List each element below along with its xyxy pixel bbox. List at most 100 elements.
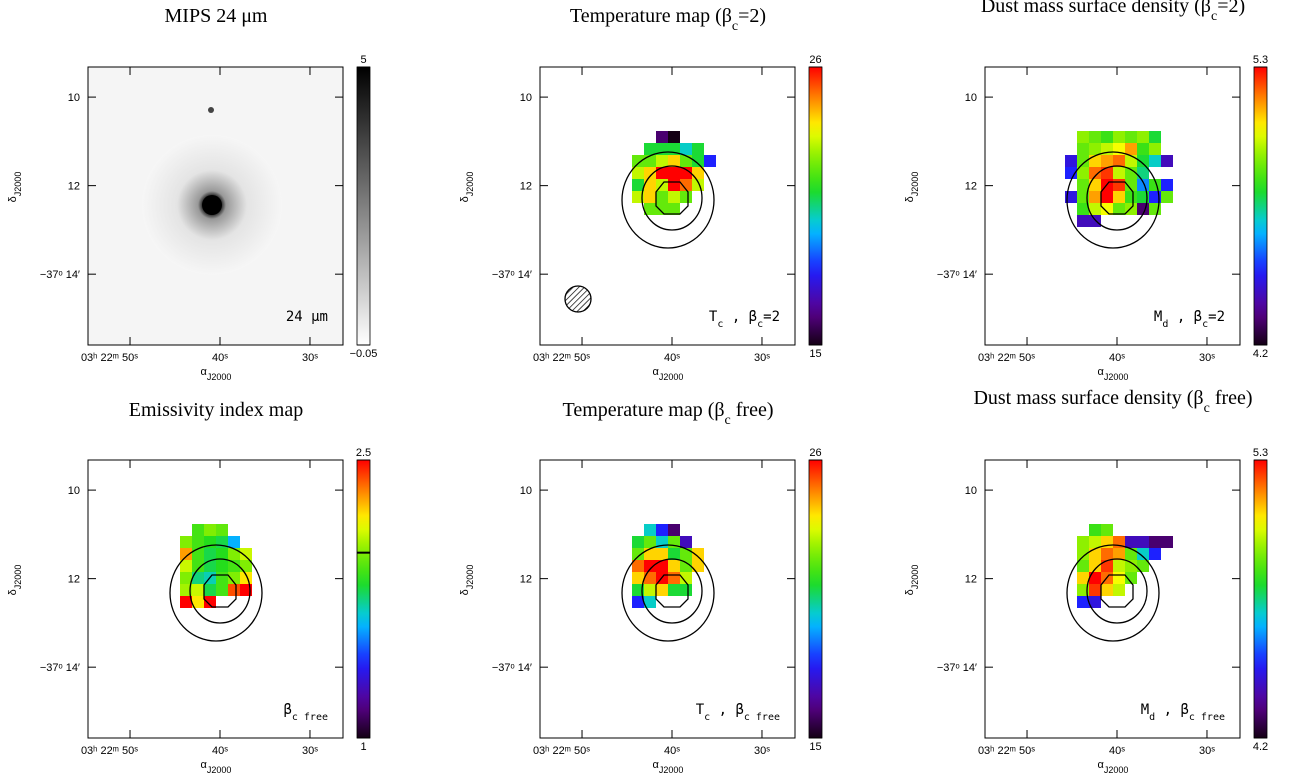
pixel [204,524,216,536]
pixel [1077,203,1089,215]
x-tick-label: 40ˢ [664,352,680,364]
pixel [656,560,668,572]
pixel [1089,203,1101,215]
pixel [1089,155,1101,167]
colorbar-label: 26 [809,54,821,66]
panel-title: Dust mass surface density (βc=2) [981,0,1245,24]
y-axis-label: δJ2000 [7,565,23,596]
pixel [656,191,668,203]
y-tick-label: 12 [68,574,80,586]
pixel [1161,179,1173,191]
text-part: α [653,759,660,771]
pixel [680,179,692,191]
pixel [656,584,668,596]
point-source [208,107,214,113]
text-part: J2000 [910,172,920,197]
pixel [1125,167,1137,179]
pixel [1125,131,1137,143]
text-part: δ [904,196,916,202]
pixel [1077,560,1089,572]
pixel [1161,155,1173,167]
pixel [1101,191,1113,203]
y-tick-label: −37ᵒ 14′ [40,269,80,281]
pixel [204,560,216,572]
panel-title: Emissivity index map [129,399,303,421]
y-axis-label: δJ2000 [459,565,475,596]
pixel [1149,143,1161,155]
pixel [692,548,704,560]
text-part: δ [459,589,471,595]
pixel [668,524,680,536]
y-axis-label: δJ2000 [904,172,920,203]
pixel [1125,203,1137,215]
text-part: =2 [1208,309,1225,325]
y-axis-label: δJ2000 [7,172,23,203]
pixel [1113,572,1125,584]
pixel [216,548,228,560]
text-part: T [696,702,705,718]
contour [1100,181,1134,215]
text-part: , β [723,309,757,325]
colorbar-label: 5.3 [1253,447,1268,459]
text-part: J2000 [1104,372,1129,382]
pixel [1125,155,1137,167]
pixel [632,536,644,548]
pixel [1077,215,1089,227]
colorbar [1253,66,1268,346]
text-part: =2) [738,5,766,27]
plot-frame [984,66,1241,346]
x-tick-label: 30ˢ [754,745,770,757]
pixel [644,548,656,560]
contour [621,151,715,249]
pixel [1101,203,1113,215]
pixel [1125,548,1137,560]
text-part: c [717,319,723,330]
colorbar [1253,459,1268,739]
plot-frame [984,459,1241,739]
y-tick-label: 12 [520,574,532,586]
pixel [228,560,240,572]
pixel [644,167,656,179]
pixel [632,548,644,560]
y-tick-label: 12 [965,181,977,193]
colorbar [356,66,371,346]
pixel [1089,584,1101,596]
pixel [632,155,644,167]
text-part: δ [7,196,19,202]
text-part: =2) [1217,0,1245,17]
x-axis-label: αJ2000 [1098,366,1129,382]
text-part: J2000 [659,765,684,775]
text-part: c free [744,712,780,723]
text-part: c [1202,319,1208,330]
y-tick-label: 10 [68,92,80,104]
pixel [680,143,692,155]
text-part: Temperature map (β [570,5,732,27]
pixel [1137,536,1149,548]
text-part: Emissivity index map [129,399,303,421]
pixel [228,584,240,596]
pixel [680,155,692,167]
x-tick-label: 40ˢ [1109,352,1125,364]
pixel [1077,167,1089,179]
colorbar-label: 4.2 [1253,741,1268,753]
pixel [644,536,656,548]
colorbar-label: 5.3 [1253,54,1268,66]
x-tick-label: 30ˢ [302,352,318,364]
y-tick-label: −37ᵒ 14′ [492,269,532,281]
x-tick-label: 30ˢ [1199,352,1215,364]
text-part: J2000 [465,565,475,590]
y-tick-label: 12 [520,181,532,193]
text-part: β [283,702,291,718]
x-axis-label: αJ2000 [653,759,684,775]
colorbar-label: −0.05 [350,348,378,360]
text-part: , β [1168,309,1202,325]
colorbar-label: 15 [809,741,821,753]
colorbar [356,459,371,739]
text-part: α [1098,759,1105,771]
pixel [1125,560,1137,572]
pixel [1089,179,1101,191]
pixel [1089,215,1101,227]
text-part: α [1098,366,1105,378]
pixel [1089,596,1101,608]
